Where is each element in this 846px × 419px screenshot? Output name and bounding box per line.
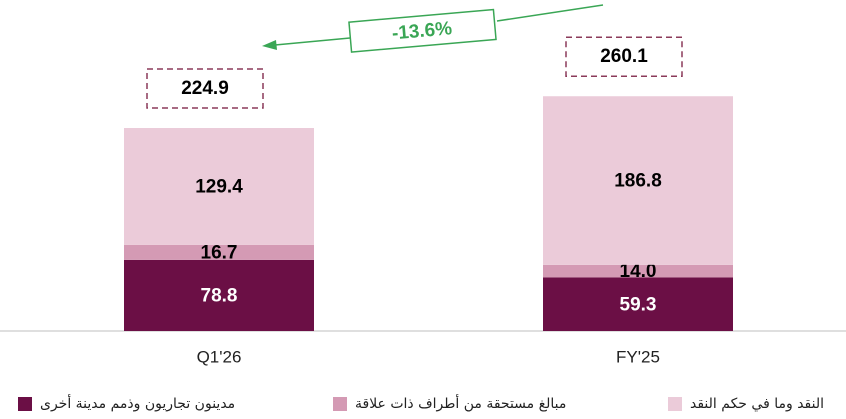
bar-segment xyxy=(543,277,733,331)
x-tick-label: FY'25 xyxy=(616,347,660,366)
arrow-head xyxy=(262,40,277,50)
bar-segment xyxy=(543,96,733,265)
arrow-line xyxy=(496,4,604,22)
bar-segment xyxy=(124,128,314,245)
data-label: 59.3 xyxy=(620,294,657,315)
bar-segment xyxy=(124,259,314,331)
data-label: 14.0 xyxy=(620,261,657,282)
change-callout: -13.6% xyxy=(348,8,497,53)
data-label: 186.8 xyxy=(614,171,662,192)
legend-label: مدينون تجاريون وذمم مدينة أخرى xyxy=(40,394,235,412)
total-box xyxy=(565,36,683,77)
legend-swatch xyxy=(18,397,32,411)
change-label: -13.6% xyxy=(391,18,453,44)
legend-swatch xyxy=(333,397,347,411)
bar-segment xyxy=(543,264,733,278)
x-tick-label: Q1'26 xyxy=(197,347,242,366)
callout-box xyxy=(348,8,497,53)
bar-segment xyxy=(124,244,314,260)
legend-swatch xyxy=(668,397,682,411)
legend-label: النقد وما في حكم النقد xyxy=(690,396,824,412)
arrow-line xyxy=(274,37,351,46)
data-label: 129.4 xyxy=(195,176,243,197)
total-label: 224.9 xyxy=(181,78,229,99)
legend-label: مبالغ مستحقة من أطراف ذات علاقة xyxy=(355,394,566,412)
data-label: 16.7 xyxy=(201,242,238,263)
total-box xyxy=(146,68,264,109)
data-label: 78.8 xyxy=(201,285,238,306)
total-label: 260.1 xyxy=(600,46,648,67)
